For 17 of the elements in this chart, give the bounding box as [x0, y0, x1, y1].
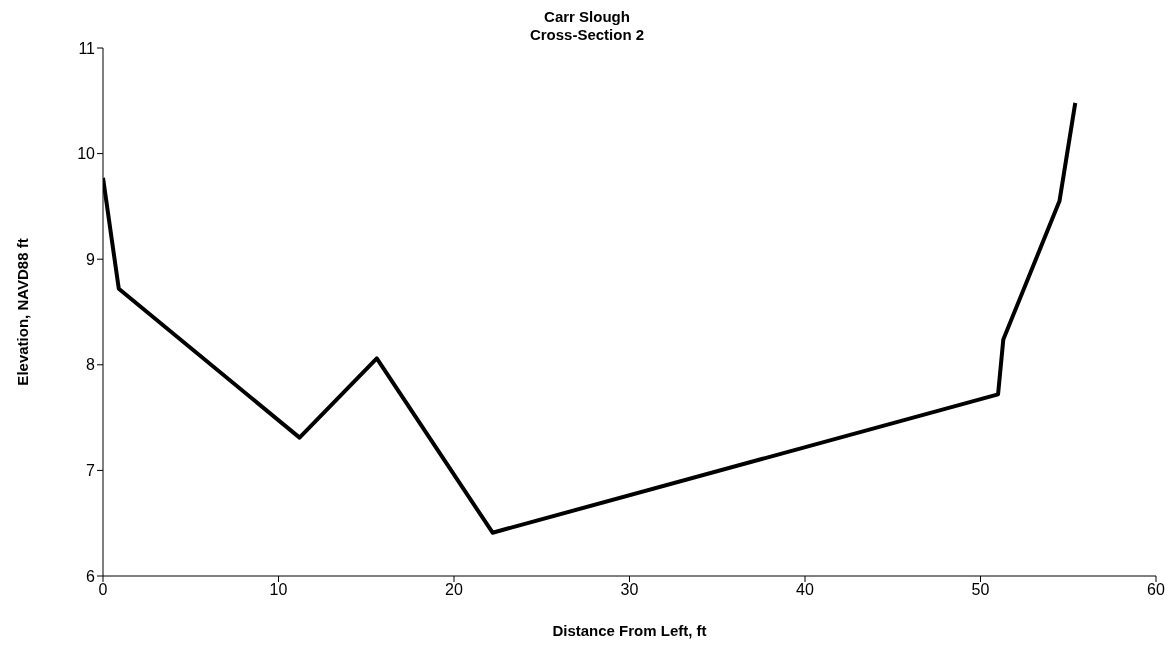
chart-title: Carr Slough: [543, 8, 631, 26]
x-axis-title: Distance From Left, ft: [552, 622, 707, 639]
y-tick-label: 8: [86, 356, 96, 374]
x-tick-label: 10: [269, 581, 288, 599]
y-axis-title: Elevation, NAVD88 ft: [14, 238, 32, 386]
y-tick-label: 10: [77, 145, 96, 163]
x-tick-label: 0: [98, 581, 108, 599]
y-tick-label: 9: [86, 250, 96, 268]
x-tick-label: 50: [971, 581, 990, 599]
x-tick-label: 30: [620, 581, 639, 599]
y-tick-label: 7: [86, 462, 96, 480]
x-tick-label: 20: [445, 581, 463, 599]
y-tick-label: 6: [86, 567, 96, 585]
x-tick-label: 60: [1147, 581, 1165, 599]
x-tick-label: 40: [796, 581, 814, 599]
y-tick-label: 11: [78, 39, 96, 57]
chart-subtitle: Cross-Section 2: [529, 26, 645, 43]
